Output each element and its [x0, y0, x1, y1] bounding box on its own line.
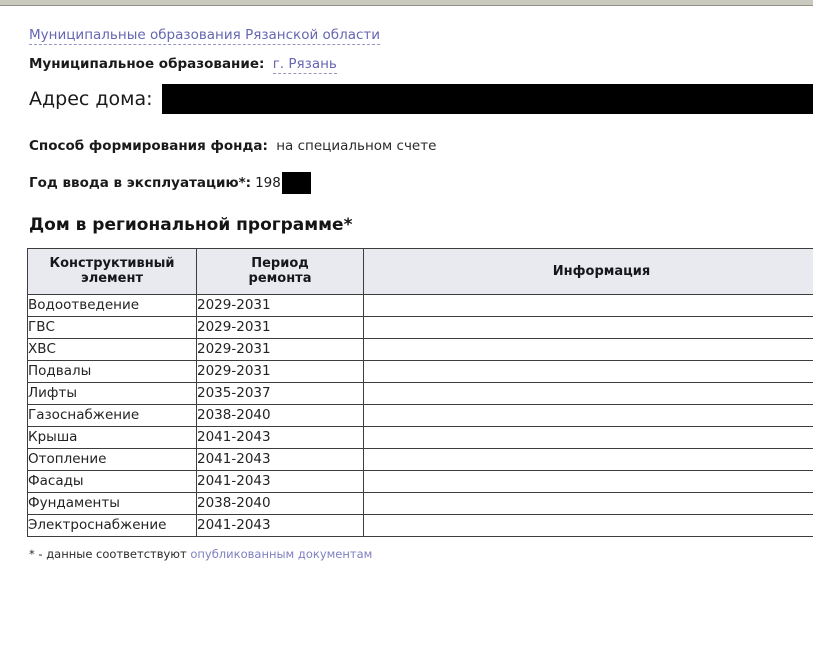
page-title: Дом в региональной программе*	[29, 215, 353, 235]
cell-info	[363, 338, 813, 361]
cell-element: Газоснабжение	[27, 404, 197, 427]
table-row: ГВС 2029-2031	[27, 316, 813, 339]
cell-period: 2029-2031	[196, 360, 364, 383]
table-row: Отопление 2041-2043	[27, 448, 813, 471]
breadcrumb-link-municipalities[interactable]: Муниципальные образования Рязанской обла…	[29, 27, 381, 45]
page-content: Муниципальные образования Рязанской обла…	[0, 6, 813, 561]
municipality-label: Муниципальное образование:	[29, 56, 265, 72]
cell-element: ГВС	[27, 316, 197, 339]
breadcrumb: Муниципальные образования Рязанской обла…	[0, 6, 813, 45]
footnote-documents-link[interactable]: опубликованным документам	[190, 547, 373, 561]
table-row: Фундаменты 2038-2040	[27, 492, 813, 515]
table-head: Конструктивный элемент Период ремонта Ин…	[27, 248, 813, 295]
cell-element: Подвалы	[27, 360, 197, 383]
footnote-text: - данные соответствуют	[38, 547, 187, 561]
table-header-row: Конструктивный элемент Период ремонта Ин…	[27, 248, 813, 295]
fund-method-label: Способ формирования фонда:	[29, 138, 268, 154]
top-decorative-strip	[0, 0, 813, 6]
column-header-period: Период ремонта	[196, 248, 364, 295]
commissioning-year-row: Год ввода в эксплуатацию*: 198	[0, 154, 813, 194]
commissioning-year-label: Год ввода в эксплуатацию*:	[29, 175, 252, 191]
column-header-element-line1: Конструктивный	[49, 256, 175, 271]
table-row: Фасады 2041-2043	[27, 470, 813, 493]
cell-period: 2041-2043	[196, 426, 364, 449]
column-header-info-line1: Информация	[552, 263, 651, 279]
address-row: Адрес дома:	[0, 72, 813, 114]
table-row: Подвалы 2029-2031	[27, 360, 813, 383]
column-header-period-line2: ремонта	[248, 271, 312, 286]
cell-period: 2041-2043	[196, 448, 364, 471]
cell-info	[363, 514, 813, 537]
cell-element: Фасады	[27, 470, 197, 493]
cell-period: 2038-2040	[196, 404, 364, 427]
cell-element: Фундаменты	[27, 492, 197, 515]
table-row: Лифты 2035-2037	[27, 382, 813, 405]
cell-info	[363, 382, 813, 405]
cell-info	[363, 492, 813, 515]
table-body: Водоотведение 2029-2031 ГВС 2029-2031 ХВС 202…	[27, 294, 813, 537]
fund-method-row: Способ формирования фонда: на специально…	[0, 114, 813, 154]
address-label: Адрес дома:	[29, 88, 153, 110]
cell-element: Отопление	[27, 448, 197, 471]
cell-period: 2035-2037	[196, 382, 364, 405]
cell-element: Водоотведение	[27, 294, 197, 317]
footnote: * - данные соответствуют опубликованным …	[0, 537, 813, 561]
column-header-info: Информация	[363, 248, 813, 295]
repair-table-wrapper: Конструктивный элемент Период ремонта Ин…	[0, 235, 813, 537]
cell-period: 2041-2043	[196, 514, 364, 537]
cell-info	[363, 470, 813, 493]
footnote-star: *	[29, 547, 35, 561]
regional-program-table: Конструктивный элемент Период ремонта Ин…	[27, 248, 813, 537]
cell-info	[363, 294, 813, 317]
cell-info	[363, 426, 813, 449]
commissioning-year-value: 198	[255, 175, 281, 191]
cell-element: Крыша	[27, 426, 197, 449]
cell-element: Электроснабжение	[27, 514, 197, 537]
fund-method-value: на специальном счете	[276, 138, 437, 154]
cell-info	[363, 316, 813, 339]
cell-element: ХВС	[27, 338, 197, 361]
column-header-element: Конструктивный элемент	[27, 248, 197, 295]
table-row: Газоснабжение 2038-2040	[27, 404, 813, 427]
municipality-value-link[interactable]: г. Рязань	[272, 56, 337, 74]
address-value-redaction	[161, 84, 813, 114]
column-header-period-line1: Период	[251, 256, 309, 271]
table-row: Крыша 2041-2043	[27, 426, 813, 449]
cell-period: 2041-2043	[196, 470, 364, 493]
cell-info	[363, 404, 813, 427]
cell-period: 2029-2031	[196, 316, 364, 339]
table-row: ХВС 2029-2031	[27, 338, 813, 361]
cell-period: 2029-2031	[196, 294, 364, 317]
table-row: Электроснабжение 2041-2043	[27, 514, 813, 537]
cell-period: 2029-2031	[196, 338, 364, 361]
cell-element: Лифты	[27, 382, 197, 405]
column-header-element-line2: элемент	[80, 271, 143, 286]
cell-info	[363, 448, 813, 471]
commissioning-year-redaction	[281, 172, 311, 194]
municipality-row: Муниципальное образование: г. Рязань	[0, 43, 813, 74]
table-row: Водоотведение 2029-2031	[27, 294, 813, 317]
cell-info	[363, 360, 813, 383]
cell-period: 2038-2040	[196, 492, 364, 515]
